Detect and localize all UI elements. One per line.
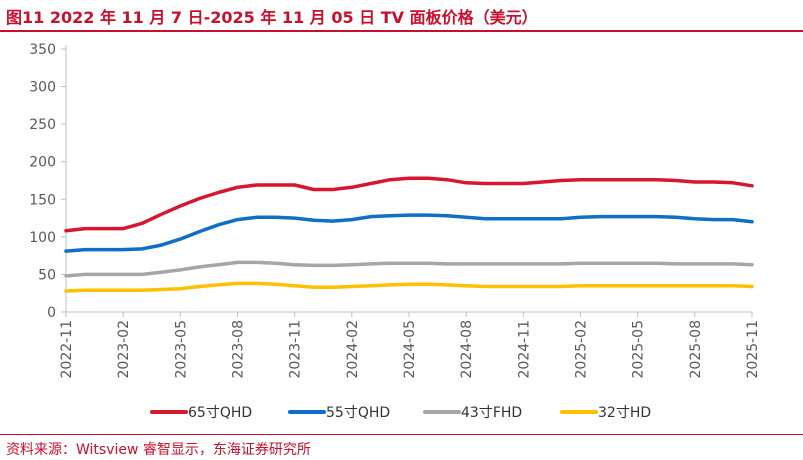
line-chart: 0 50 100 150 200 250 300 350 2022-11 2023-02 2023-… [29,42,761,421]
legend-label: 65寸QHD [188,405,252,421]
source-divider [0,434,803,435]
y-tick-label: 50 [38,267,56,283]
x-tick-label: 2022-11 [59,320,75,379]
x-tick-label: 2023-02 [116,320,132,379]
y-tick-label: 250 [29,117,56,133]
y-tick-label: 350 [29,42,56,58]
y-tick-label: 150 [29,192,56,208]
x-tick-label: 2023-08 [231,320,247,379]
x-tick-label: 2024-08 [459,320,475,379]
title-divider [0,30,803,32]
y-tick-label: 0 [47,305,56,321]
x-tick-label: 2024-02 [345,320,361,379]
x-tick-label: 2024-05 [402,320,418,379]
y-tick-label: 300 [29,80,56,96]
x-tick-label: 2025-08 [688,320,704,379]
x-tick-label: 2025-05 [631,320,647,379]
chart-series [64,176,754,293]
series-line-1 [64,176,754,233]
series-line-4 [64,281,754,293]
x-tick-label: 2023-11 [288,320,304,379]
legend-label: 32寸HD [598,405,651,421]
y-tick-label: 200 [29,155,56,171]
source-note: 资料来源：Witsview 睿智显示，东海证券研究所 [6,442,311,458]
legend-label: 55寸QHD [326,405,390,421]
x-tick-label: 2025-11 [745,320,761,379]
x-tick-label: 2023-05 [173,320,189,379]
x-tick-label: 2024-11 [516,320,532,379]
legend-label: 43寸FHD [461,405,522,421]
series-line-3 [64,260,754,278]
y-tick-label: 100 [29,230,56,246]
series-line-2 [64,213,754,253]
chart-legend: 65寸QHD 55寸QHD 43寸FHD 32寸HD [150,405,651,421]
chart-axes: 0 50 100 150 200 250 300 350 2022-11 2023-02 2023-… [29,42,761,379]
chart-title: 图11 2022 年 11 月 7 日-2025 年 11 月 05 日 TV … [6,8,538,27]
x-tick-label: 2025-02 [574,320,590,379]
